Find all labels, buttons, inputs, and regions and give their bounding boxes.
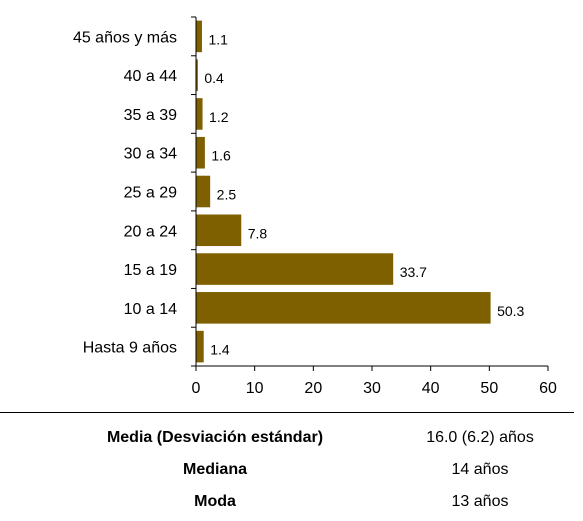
stat-label-median: Mediana — [182, 461, 247, 478]
x-tick-label: 0 — [192, 380, 201, 397]
x-tick-label: 50 — [480, 380, 498, 397]
stat-label-mode: Moda — [194, 493, 236, 510]
value-label: 1.2 — [209, 109, 229, 125]
stat-row-mode: Moda 13 años — [0, 488, 583, 516]
value-label: 1.1 — [208, 31, 228, 47]
value-label: 1.6 — [211, 148, 231, 164]
x-ticks-group: 0 10 20 30 40 50 60 — [191, 16, 557, 397]
category-label: 25 a 29 — [124, 185, 177, 202]
divider-line — [0, 412, 574, 413]
stat-value-mode: 13 años — [451, 493, 509, 510]
bar — [195, 135, 206, 170]
category-label: 10 a 14 — [124, 301, 177, 318]
value-label: 33.7 — [400, 264, 427, 280]
category-label: 40 a 44 — [124, 68, 177, 85]
x-tick-label: 20 — [304, 380, 322, 397]
stat-label-mean: Media (Desviación estándar) — [106, 429, 324, 446]
category-label: 20 a 24 — [124, 223, 177, 240]
bar — [195, 329, 205, 364]
x-tick-label: 40 — [422, 380, 440, 397]
category-label: 15 a 19 — [124, 262, 177, 279]
stat-row-median: Mediana 14 años — [0, 456, 583, 484]
stat-row-mean: Media (Desviación estándar) 16.0 (6.2) a… — [0, 424, 583, 452]
x-tick-label: 30 — [363, 380, 381, 397]
bar — [195, 252, 395, 286]
bars-group — [195, 19, 492, 364]
category-label: Hasta 9 años — [83, 340, 177, 357]
category-label: 30 a 34 — [124, 146, 177, 163]
stat-value-median: 14 años — [451, 461, 509, 478]
bar — [195, 97, 204, 131]
x-tick-label: 10 — [246, 380, 264, 397]
bar — [195, 213, 243, 248]
category-labels-group: Hasta 9 años 10 a 14 15 a 19 20 a 24 25 a 29… — [73, 29, 177, 356]
value-label: 0.4 — [204, 70, 224, 86]
value-labels-group: 1.4 50.3 33.7 7.8 2.5 1.6 1.2 0.4 1.1 — [204, 31, 524, 357]
bar — [195, 19, 203, 54]
category-label: 35 a 39 — [124, 107, 177, 124]
stat-value-mean: 16.0 (6.2) años — [426, 429, 534, 446]
value-label: 7.8 — [248, 225, 268, 241]
age-bar-chart: Hasta 9 años 10 a 14 15 a 19 20 a 24 25 a 29… — [73, 16, 557, 397]
bar — [195, 174, 212, 209]
category-label: 45 años y más — [73, 29, 177, 46]
value-label: 50.3 — [497, 303, 524, 319]
value-label: 2.5 — [217, 187, 237, 203]
value-label: 1.4 — [210, 342, 230, 358]
bar — [195, 291, 492, 325]
x-tick-label: 60 — [539, 380, 557, 397]
